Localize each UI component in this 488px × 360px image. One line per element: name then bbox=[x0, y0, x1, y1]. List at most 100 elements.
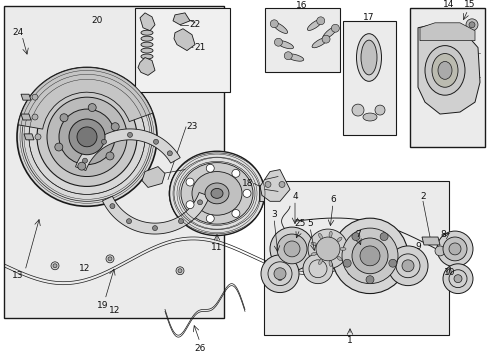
Text: 8: 8 bbox=[439, 230, 445, 239]
Circle shape bbox=[243, 189, 250, 197]
Ellipse shape bbox=[328, 261, 331, 266]
Ellipse shape bbox=[360, 40, 376, 75]
Circle shape bbox=[436, 231, 472, 267]
Ellipse shape bbox=[285, 54, 303, 61]
Polygon shape bbox=[21, 94, 31, 100]
Text: 10: 10 bbox=[443, 268, 455, 277]
Text: 19: 19 bbox=[97, 301, 108, 310]
Circle shape bbox=[127, 132, 132, 138]
Text: 2: 2 bbox=[419, 192, 425, 201]
Text: 3: 3 bbox=[270, 210, 276, 219]
Ellipse shape bbox=[141, 30, 153, 35]
Circle shape bbox=[47, 97, 127, 176]
Polygon shape bbox=[102, 193, 209, 234]
Text: 14: 14 bbox=[443, 0, 454, 9]
Circle shape bbox=[106, 255, 114, 263]
Polygon shape bbox=[417, 25, 479, 114]
Circle shape bbox=[434, 246, 444, 256]
Text: 22: 22 bbox=[189, 20, 200, 29]
Circle shape bbox=[468, 22, 474, 28]
Circle shape bbox=[69, 119, 105, 155]
Polygon shape bbox=[21, 114, 31, 120]
Circle shape bbox=[185, 201, 194, 209]
Circle shape bbox=[53, 264, 57, 268]
Circle shape bbox=[442, 264, 472, 293]
Circle shape bbox=[465, 19, 477, 31]
Bar bbox=[264, 181, 448, 335]
Circle shape bbox=[261, 255, 298, 293]
Text: 4: 4 bbox=[292, 192, 297, 201]
Bar bbox=[342, 21, 395, 135]
Ellipse shape bbox=[272, 22, 287, 33]
Polygon shape bbox=[421, 237, 439, 245]
Circle shape bbox=[442, 237, 466, 261]
Polygon shape bbox=[260, 170, 289, 201]
Ellipse shape bbox=[141, 42, 153, 47]
Circle shape bbox=[126, 219, 131, 224]
Circle shape bbox=[231, 210, 240, 217]
Ellipse shape bbox=[362, 113, 376, 121]
Ellipse shape bbox=[169, 151, 264, 235]
Text: 1: 1 bbox=[346, 336, 352, 345]
Circle shape bbox=[276, 234, 306, 264]
Text: 16: 16 bbox=[296, 1, 307, 10]
Circle shape bbox=[32, 114, 38, 120]
Text: 5: 5 bbox=[306, 219, 312, 228]
Ellipse shape bbox=[276, 40, 293, 49]
Circle shape bbox=[206, 215, 214, 222]
Text: 6: 6 bbox=[329, 195, 335, 204]
Circle shape bbox=[153, 139, 158, 144]
Ellipse shape bbox=[431, 54, 457, 87]
Bar bbox=[4, 6, 224, 318]
Circle shape bbox=[351, 233, 359, 240]
Text: 23: 23 bbox=[186, 122, 197, 131]
Text: 18: 18 bbox=[242, 179, 253, 188]
Polygon shape bbox=[75, 129, 180, 171]
Polygon shape bbox=[419, 23, 474, 41]
Circle shape bbox=[77, 127, 97, 147]
Circle shape bbox=[78, 162, 85, 170]
Text: 13: 13 bbox=[12, 271, 24, 280]
Ellipse shape bbox=[204, 183, 228, 204]
Text: 15: 15 bbox=[463, 0, 475, 9]
Bar bbox=[264, 8, 339, 72]
Wedge shape bbox=[18, 67, 152, 129]
Text: 7: 7 bbox=[354, 230, 360, 239]
Text: 12: 12 bbox=[79, 264, 90, 273]
Circle shape bbox=[274, 38, 282, 46]
Ellipse shape bbox=[424, 46, 464, 95]
Circle shape bbox=[316, 17, 324, 25]
Text: 9: 9 bbox=[414, 242, 420, 251]
Circle shape bbox=[278, 277, 282, 281]
Circle shape bbox=[284, 52, 292, 60]
Circle shape bbox=[365, 276, 373, 284]
Polygon shape bbox=[174, 29, 195, 50]
Text: 20: 20 bbox=[91, 16, 102, 25]
Ellipse shape bbox=[318, 259, 322, 265]
Circle shape bbox=[88, 104, 96, 112]
Circle shape bbox=[37, 87, 137, 186]
Circle shape bbox=[303, 254, 332, 284]
Circle shape bbox=[284, 241, 299, 257]
Polygon shape bbox=[259, 185, 264, 201]
Circle shape bbox=[264, 181, 270, 188]
Circle shape bbox=[152, 226, 157, 230]
Ellipse shape bbox=[356, 34, 381, 81]
Circle shape bbox=[231, 169, 240, 177]
Polygon shape bbox=[173, 13, 190, 25]
Circle shape bbox=[351, 104, 363, 116]
Circle shape bbox=[35, 134, 41, 140]
Circle shape bbox=[60, 114, 68, 122]
Circle shape bbox=[178, 219, 183, 224]
Ellipse shape bbox=[339, 247, 346, 251]
Circle shape bbox=[269, 227, 313, 271]
Circle shape bbox=[346, 269, 353, 277]
Ellipse shape bbox=[141, 48, 153, 53]
Ellipse shape bbox=[310, 242, 316, 246]
Polygon shape bbox=[138, 58, 155, 75]
Circle shape bbox=[197, 200, 202, 205]
Text: 11: 11 bbox=[211, 243, 223, 252]
Text: 26: 26 bbox=[194, 343, 205, 352]
Ellipse shape bbox=[310, 252, 316, 256]
Text: 21: 21 bbox=[194, 43, 205, 52]
